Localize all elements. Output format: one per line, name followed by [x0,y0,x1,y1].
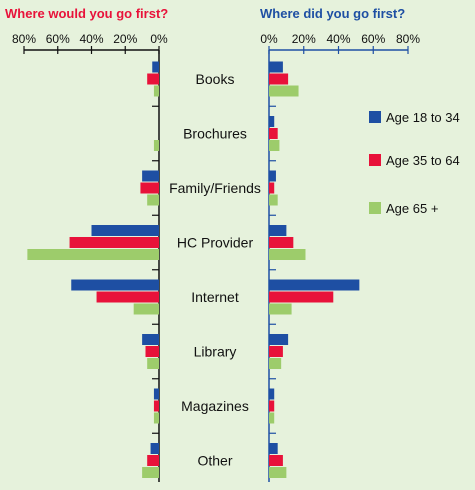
legend-swatch [369,111,381,123]
left-bar [147,455,159,466]
left-bar [147,194,159,206]
plot-area: 80% 60% 40% 20% 0% 0% 20% 40% 60% 80% Books Brochur… [12,32,460,482]
left-bar [142,334,159,345]
legend-label: Age 65 + [386,201,438,216]
legend-swatch [369,154,381,166]
category-label: Other [197,453,232,469]
left-bar [69,237,159,248]
category-label: Brochures [183,126,247,142]
left-bar [152,61,159,73]
category-label: Internet [191,289,239,305]
category-label: Books [196,71,235,87]
left-bar [153,85,159,97]
left-bar [27,249,159,260]
right-bar [269,182,275,194]
left-bar [153,388,159,400]
right-bar [269,85,299,97]
left-x-tick-label: 60% [46,32,70,46]
legend-label: Age 35 to 64 [386,153,460,168]
left-x-tick-label: 0% [150,32,168,46]
right-bar [269,249,306,260]
right-x-tick-label: 40% [326,32,350,46]
right-bar [269,140,280,151]
right-bar [269,358,282,369]
left-bar [140,182,159,194]
category-label: Family/Friends [169,180,261,196]
left-bar [142,170,159,182]
right-bar [269,116,275,127]
right-bar [269,225,287,236]
right-bar [269,467,287,478]
left-x-tick-label: 20% [113,32,137,46]
left-bar [71,279,159,291]
right-bar [269,170,276,182]
right-bar [269,73,289,85]
right-bar [269,334,289,345]
right-bar [269,443,278,454]
left-bar [153,140,159,151]
right-chart-title: Where did you go first? [260,6,405,21]
left-bar [153,412,159,424]
right-bar [269,388,275,400]
right-bar [269,303,292,315]
left-bar [145,346,159,357]
left-x-tick-label: 40% [79,32,103,46]
right-x-tick-label: 20% [292,32,316,46]
left-bar [153,400,159,412]
right-x-tick-label: 80% [396,32,420,46]
left-bar [91,225,159,236]
category-label: HC Provider [177,235,254,251]
right-x-tick-label: 60% [361,32,385,46]
right-x-tick-label: 0% [260,32,278,46]
category-label: Library [194,344,237,360]
right-bar [269,61,283,73]
right-bar [269,194,278,206]
left-bar [142,467,159,478]
left-chart-title: Where would you go first? [5,6,168,21]
right-bar [269,455,283,466]
right-bar [269,346,283,357]
left-bar [150,443,159,454]
left-bar [96,291,159,303]
right-bar [269,279,360,291]
right-bar [269,128,278,139]
right-bar [269,237,294,248]
right-bar [269,291,334,303]
left-bar [147,73,159,85]
right-bar [269,400,275,412]
left-x-tick-label: 80% [12,32,36,46]
legend-swatch [369,202,381,214]
right-bar [269,412,275,424]
category-label: Magazines [181,398,249,414]
left-bar [147,358,159,369]
left-bar [133,303,159,315]
legend-label: Age 18 to 34 [386,110,460,125]
